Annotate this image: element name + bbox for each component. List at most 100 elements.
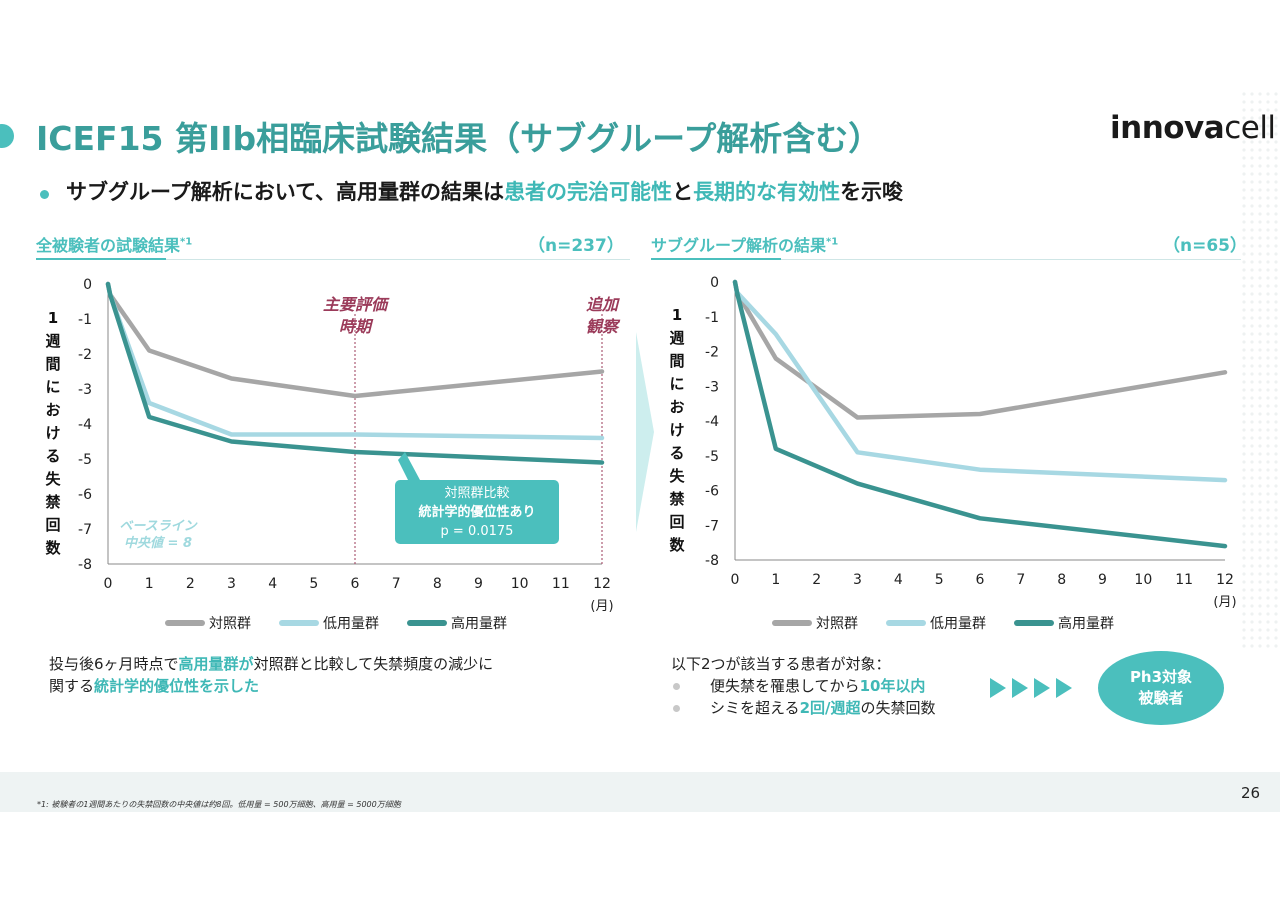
grid-dot	[1258, 116, 1262, 120]
primary-endpoint-label: 時期	[339, 317, 374, 336]
grid-dot	[1250, 540, 1254, 544]
grid-dot	[1250, 228, 1254, 232]
grid-dot	[1266, 156, 1270, 160]
left-line-chart: 0-1-2-3-4-5-6-7-80 1 2 3 4 5 6 7 8 9 10 11 12(月)主要評価…	[78, 277, 621, 614]
grid-dot	[1274, 620, 1278, 624]
y-tick-label: 0	[83, 277, 92, 293]
grid-dot	[1242, 172, 1246, 176]
grid-dot	[1250, 460, 1254, 464]
y-axis-label-char: 1	[671, 306, 683, 324]
grid-dot	[1258, 412, 1262, 416]
grid-dot	[1274, 204, 1278, 208]
grid-dot	[1274, 428, 1278, 432]
grid-dot	[1250, 220, 1254, 224]
title-bullet	[0, 124, 14, 148]
grid-dot	[1266, 180, 1270, 184]
x-tick-label: 0	[731, 572, 740, 588]
grid-dot	[1250, 108, 1254, 112]
left-legend: 対照群 低用量群 高用量群	[165, 613, 535, 633]
grid-dot	[1242, 332, 1246, 336]
grid-dot	[1258, 260, 1262, 264]
grid-dot	[1266, 252, 1270, 256]
grid-dot	[1274, 596, 1278, 600]
grid-dot	[1242, 524, 1246, 528]
legend-low: 低用量群	[886, 613, 986, 633]
grid-dot	[1274, 364, 1278, 368]
grid-dot	[1274, 588, 1278, 592]
grid-dot	[1242, 460, 1246, 464]
series-line-low	[732, 279, 1228, 483]
grid-dot	[1266, 644, 1270, 648]
grid-dot	[1250, 300, 1254, 304]
grid-dot	[1258, 196, 1262, 200]
grid-dot	[1242, 588, 1246, 592]
grid-dot	[1258, 204, 1262, 208]
grid-dot	[1274, 316, 1278, 320]
grid-dot	[1258, 300, 1262, 304]
grid-dot	[1266, 636, 1270, 640]
grid-dot	[1258, 284, 1262, 288]
grid-dot	[1250, 148, 1254, 152]
grid-dot	[1242, 452, 1246, 456]
grid-dot	[1250, 388, 1254, 392]
grid-dot	[1242, 468, 1246, 472]
grid-dot	[1266, 100, 1270, 104]
grid-dot	[1258, 604, 1262, 608]
grid-dot	[1274, 436, 1278, 440]
x-tick-label: 9	[474, 576, 483, 592]
grid-dot	[1274, 460, 1278, 464]
grid-dot	[1274, 444, 1278, 448]
grid-dot	[1250, 164, 1254, 168]
y-tick-label: -1	[78, 312, 92, 328]
grid-dot	[1266, 604, 1270, 608]
grid-dot	[1242, 212, 1246, 216]
legend-high: 高用量群	[407, 613, 507, 633]
criteria-item: シミを超える 2回/週超 の失禁回数	[671, 697, 936, 719]
grid-dot	[1266, 516, 1270, 520]
grid-dot	[1258, 436, 1262, 440]
callout-box	[395, 480, 559, 544]
grid-dot	[1242, 436, 1246, 440]
grid-dot	[1258, 596, 1262, 600]
right-sample-size: （n=65）	[1163, 236, 1248, 256]
y-axis-label-char: 間	[669, 352, 685, 370]
grid-dot	[1258, 356, 1262, 360]
grid-dot	[1266, 228, 1270, 232]
grid-dot	[1258, 308, 1262, 312]
grid-dot	[1250, 564, 1254, 568]
x-tick-label: 3	[853, 572, 862, 588]
grid-dot	[1258, 292, 1262, 296]
y-tick-label: -5	[705, 449, 719, 465]
y-tick-label: -1	[705, 310, 719, 326]
grid-dot	[1266, 348, 1270, 352]
grid-dot	[1274, 484, 1278, 488]
grid-dot	[1266, 500, 1270, 504]
grid-dot	[1258, 100, 1262, 104]
grid-dot	[1242, 188, 1246, 192]
grid-dot	[1242, 500, 1246, 504]
grid-dot	[1242, 204, 1246, 208]
grid-dot	[1250, 324, 1254, 328]
grid-dot	[1266, 580, 1270, 584]
grid-dot	[1250, 380, 1254, 384]
grid-dot	[1274, 580, 1278, 584]
grid-dot	[1250, 476, 1254, 480]
grid-dot	[1250, 620, 1254, 624]
grid-dot	[1274, 212, 1278, 216]
series-line-high	[105, 281, 605, 465]
grid-dot	[1242, 236, 1246, 240]
y-axis-label-char: に	[669, 375, 685, 393]
grid-dot	[1266, 220, 1270, 224]
y-axis-label-char: 禁	[45, 493, 61, 511]
grid-dot	[1250, 604, 1254, 608]
criteria-heading: 以下2つが該当する患者が対象：	[671, 655, 891, 673]
grid-dot	[1242, 596, 1246, 600]
grid-dot	[1242, 116, 1246, 120]
y-tick-label: -7	[78, 522, 92, 538]
grid-dot	[1274, 124, 1278, 128]
ph3-target-badge: Ph3対象 被験者	[1098, 651, 1224, 725]
y-tick-label: -8	[705, 553, 719, 569]
grid-dot	[1274, 548, 1278, 552]
grid-dot	[1250, 116, 1254, 120]
grid-dot	[1258, 588, 1262, 592]
